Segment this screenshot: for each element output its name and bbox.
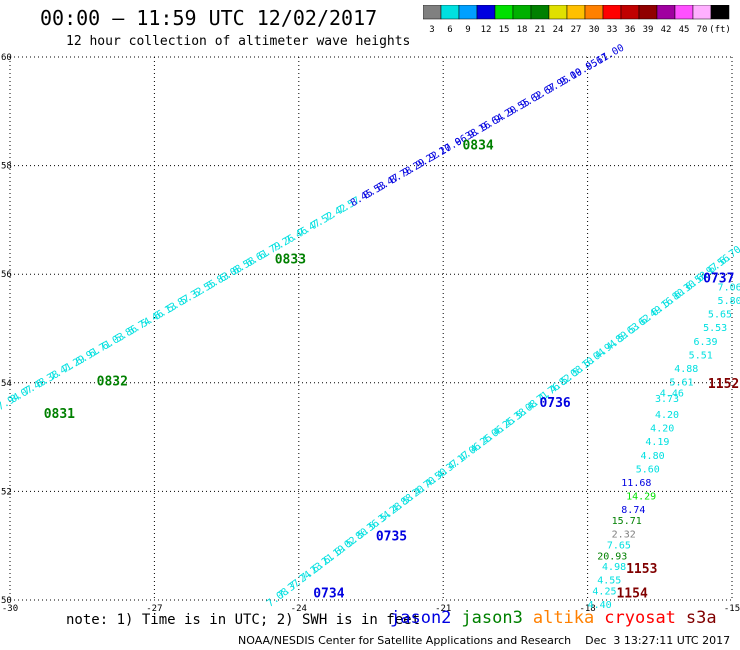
latitude-tick-label: 56: [1, 270, 12, 280]
colorbar-label: 27: [571, 25, 582, 35]
time-label: 0735: [376, 529, 407, 544]
footer-credit: NOAA/NESDIS Center for Satellite Applica…: [238, 634, 731, 647]
colorbar-label: 21: [535, 25, 546, 35]
colorbar-label: 6: [447, 25, 452, 35]
time-label: 1154: [616, 586, 647, 601]
units-note: note: 1) Time is in UTC; 2) SWH is in fe…: [66, 612, 421, 628]
wave-height-value: 4.55: [597, 576, 621, 587]
wave-height-value: 5.53: [703, 323, 727, 334]
latitude-tick-label: 54: [1, 379, 12, 389]
wave-height-value: 5.65: [708, 310, 732, 321]
legend-jason3: jason3: [461, 608, 523, 628]
legend-altika: altika: [532, 608, 595, 628]
colorbar-swatch: [710, 5, 730, 20]
wave-height-value: 4.88: [674, 364, 698, 375]
colorbar-label: 15: [499, 25, 510, 35]
legend-jason2: jason2: [390, 608, 452, 628]
wave-height-value: 5.80: [718, 296, 740, 307]
colorbar-label: 33: [607, 25, 618, 35]
wave-height-value: 14.29: [626, 492, 656, 503]
wave-height-value: 2.32: [612, 530, 636, 541]
colorbar-label: 45: [679, 25, 690, 35]
wave-height-value: 4.40: [588, 600, 612, 611]
wave-height-value: 20.93: [597, 551, 627, 562]
wave-height-value: 7.65: [607, 540, 631, 551]
wave-height-value: 4.46: [660, 388, 684, 399]
wave-height-value: 4.20: [650, 424, 674, 435]
colorbar-label: 39: [643, 25, 654, 35]
wave-height-value: 8.74: [621, 505, 645, 516]
longitude-tick-label: -27: [146, 604, 162, 614]
latitude-tick-label: 52: [1, 487, 12, 497]
wave-height-value: 15.71: [612, 516, 642, 527]
time-label: 0834: [462, 138, 493, 153]
wave-height-value: 4.25: [592, 587, 616, 598]
latitude-tick-label: 50: [1, 596, 12, 606]
wave-height-value: 4.19: [645, 437, 669, 448]
wave-height-value: 6.70: [718, 244, 740, 267]
colorbar-label: 36: [625, 25, 636, 35]
wave-height-value: 5.61: [669, 378, 693, 389]
legend-s3a: s3a: [685, 608, 717, 628]
colorbar-label: 42: [661, 25, 672, 35]
time-label: 0833: [275, 252, 306, 267]
colorbar-label: 9: [465, 25, 470, 35]
colorbar-label: 24: [553, 25, 564, 35]
time-label: 0831: [44, 407, 75, 422]
longitude-tick-label: -15: [724, 604, 740, 614]
longitude-tick-label: -18: [579, 604, 595, 614]
colorbar-label: 3: [429, 25, 434, 35]
time-label: 0832: [97, 375, 128, 390]
time-label: 0736: [539, 396, 570, 411]
colorbar-label: 30: [589, 25, 600, 35]
time-label: 1153: [626, 562, 657, 577]
longitude-tick-label: -21: [435, 604, 451, 614]
wave-height-colorbar: 3 6 9 12 15 18 21 24 27 30 33 36 39 42 45 70 (ft): [423, 5, 731, 35]
wave-height-value: 3.73: [655, 394, 679, 405]
longitude-tick-label: -24: [291, 604, 307, 614]
colorbar-label: 70: [697, 25, 708, 35]
time-label: 0737: [703, 271, 734, 286]
wave-height-value: 6.39: [693, 337, 717, 348]
wave-height-value: 4.80: [641, 451, 665, 462]
wave-height-value: 5.51: [689, 350, 713, 361]
colorbar-label: (ft): [709, 25, 731, 35]
colorbar-label: 18: [517, 25, 528, 35]
latitude-tick-label: 58: [1, 162, 12, 172]
wave-height-value: 5.60: [636, 464, 660, 475]
satellite-legend: jason2 jason3 altika cryosat s3a: [390, 608, 727, 628]
map-title: 00:00 – 11:59 UTC 12/02/2017: [40, 6, 378, 30]
wave-height-value: 11.00: [595, 43, 627, 68]
wave-height-value: 11.68: [621, 478, 651, 489]
wave-height-value: 4.20: [655, 410, 679, 421]
colorbar-label: 12: [481, 25, 492, 35]
map-subtitle: 12 hour collection of altimeter wave hei…: [66, 34, 411, 49]
wave-height-value: 4.98: [602, 562, 626, 573]
longitude-tick-label: -30: [2, 604, 18, 614]
wave-height-value: 7.06: [718, 282, 740, 293]
legend-cryosat: cryosat: [604, 608, 676, 628]
latitude-tick-label: 60: [1, 53, 12, 63]
time-label: 1152: [708, 377, 739, 392]
time-label: 0734: [313, 586, 344, 601]
